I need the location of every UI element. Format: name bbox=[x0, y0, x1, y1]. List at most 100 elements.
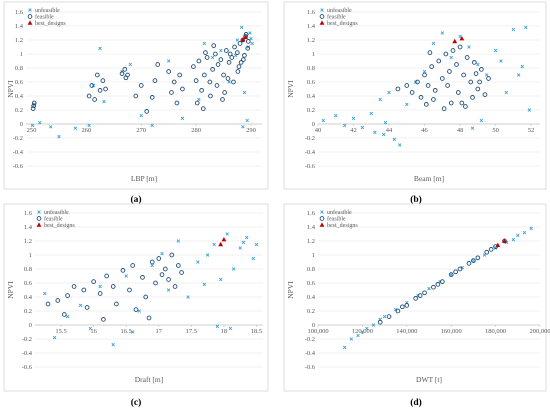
unfeasible-point-stroke bbox=[241, 125, 245, 129]
y-tick-label: 0.6 bbox=[15, 79, 24, 86]
y-tick-label: 0.6 bbox=[24, 280, 33, 287]
feasible-point bbox=[455, 90, 461, 95]
x-axis-title: Draft [m] bbox=[135, 375, 164, 384]
feasible-point bbox=[386, 314, 392, 319]
y-axis-title: NPVI bbox=[286, 80, 295, 98]
feasible-point bbox=[162, 266, 168, 272]
unfeasible-point-stroke bbox=[150, 263, 154, 268]
unfeasible-point-stroke bbox=[516, 233, 520, 238]
y-tick-label: 1.4 bbox=[307, 224, 316, 231]
unfeasible-point-stroke bbox=[351, 116, 356, 121]
unfeasible-point-stroke bbox=[87, 123, 91, 128]
feasible-point bbox=[169, 90, 174, 95]
feasible-point bbox=[179, 270, 184, 275]
feasible-point bbox=[459, 100, 465, 106]
feasible-point bbox=[36, 216, 42, 221]
feasible-point bbox=[453, 269, 458, 275]
x-tick-label: 42 bbox=[350, 127, 357, 134]
unfeasible-point-stroke bbox=[245, 118, 249, 123]
unfeasible-point-stroke bbox=[365, 326, 369, 331]
panel-caption: (d) bbox=[410, 397, 422, 408]
best-design-point bbox=[36, 222, 42, 227]
best-design-point bbox=[27, 20, 33, 25]
y-axis-title: NPVI bbox=[286, 281, 295, 299]
best-design-point bbox=[221, 237, 227, 242]
feasible-point bbox=[425, 83, 431, 88]
unfeasible-point-stroke bbox=[73, 126, 78, 130]
feasible-point bbox=[172, 284, 178, 289]
feasible-point bbox=[231, 79, 236, 85]
legend-label: unfeasible bbox=[327, 209, 352, 216]
feasible-point bbox=[133, 93, 139, 99]
x-tick-label: 16.5 bbox=[121, 328, 132, 335]
feasible-point bbox=[443, 51, 449, 57]
unfeasible-point-stroke bbox=[321, 118, 326, 123]
unfeasible-point-stroke bbox=[520, 64, 524, 69]
unfeasible-point-stroke bbox=[360, 330, 365, 334]
unfeasible-point-stroke bbox=[378, 97, 382, 102]
unfeasible-point-stroke bbox=[150, 123, 154, 128]
feasible-point bbox=[152, 78, 158, 83]
feasible-point bbox=[423, 102, 429, 107]
feasible-point bbox=[175, 263, 181, 268]
unfeasible-point-stroke bbox=[180, 116, 185, 121]
feasible-point bbox=[377, 319, 383, 325]
unfeasible-point-stroke bbox=[196, 260, 200, 264]
best-design-point bbox=[319, 222, 325, 227]
unfeasible-point-stroke bbox=[471, 258, 476, 263]
panel-frame bbox=[3, 203, 269, 392]
x-axis-title: Beam [m] bbox=[414, 174, 444, 183]
feasible-point bbox=[55, 298, 61, 303]
unfeasible-point-stroke bbox=[383, 120, 388, 125]
feasible-point bbox=[110, 284, 116, 289]
y-tick-label: 1 bbox=[312, 252, 315, 259]
unfeasible-point-stroke bbox=[78, 303, 83, 308]
feasible-point bbox=[466, 261, 472, 266]
best-design-point bbox=[243, 34, 248, 39]
unfeasible-point-stroke bbox=[166, 59, 171, 63]
x-tick-label: 48 bbox=[457, 127, 464, 134]
unfeasible-point-stroke bbox=[511, 27, 516, 32]
feasible-point bbox=[140, 275, 145, 280]
unfeasible-point-stroke bbox=[392, 137, 397, 142]
unfeasible-point-stroke bbox=[504, 90, 508, 95]
unfeasible-point-stroke bbox=[250, 41, 254, 46]
unfeasible-point-stroke bbox=[197, 97, 201, 102]
unfeasible-point-stroke bbox=[356, 333, 360, 338]
unfeasible-point-stroke bbox=[499, 59, 503, 63]
legend-label: feasible bbox=[327, 216, 346, 223]
feasible-point bbox=[194, 100, 200, 106]
unfeasible-point-stroke bbox=[397, 143, 402, 147]
x-tick-label: 44 bbox=[386, 127, 393, 134]
x-tick-label: 15.5 bbox=[55, 328, 66, 335]
feasible-point bbox=[144, 109, 150, 114]
feasible-point bbox=[242, 53, 247, 58]
unfeasible-point-stroke bbox=[43, 291, 47, 296]
x-tick-label: 280 bbox=[191, 127, 201, 134]
feasible-point bbox=[208, 93, 213, 99]
panel-c: -0.6 -0.4 -0.2 0 0.2 0.4 0.6 0.8 1 1.2 1.4 1.6 15.5 1… bbox=[3, 203, 269, 408]
y-tick-label: 0 bbox=[20, 121, 23, 128]
unfeasible-point-stroke bbox=[342, 345, 347, 350]
feasible-point bbox=[464, 55, 470, 60]
legend-label: best_designs bbox=[327, 21, 358, 27]
feasible-point bbox=[475, 86, 481, 92]
y-tick-label: 1.6 bbox=[15, 9, 24, 16]
y-tick-label: -0.6 bbox=[305, 364, 316, 371]
feasible-point bbox=[471, 258, 476, 263]
panel-caption: (a) bbox=[130, 194, 141, 205]
y-tick-label: 1.2 bbox=[15, 37, 23, 44]
unfeasible-point-stroke bbox=[320, 8, 324, 12]
panel-frame bbox=[283, 1, 547, 190]
best-design-point bbox=[319, 20, 325, 25]
unfeasible-point-stroke bbox=[98, 284, 102, 289]
unfeasible-point-stroke bbox=[139, 113, 143, 118]
y-tick-label: -0.6 bbox=[305, 163, 316, 170]
feasible-point bbox=[226, 60, 232, 65]
unfeasible-point-stroke bbox=[130, 330, 135, 334]
feasible-point bbox=[210, 67, 215, 72]
feasible-point bbox=[221, 72, 226, 78]
feasible-point bbox=[445, 83, 450, 88]
unfeasible-point-stroke bbox=[244, 235, 249, 240]
